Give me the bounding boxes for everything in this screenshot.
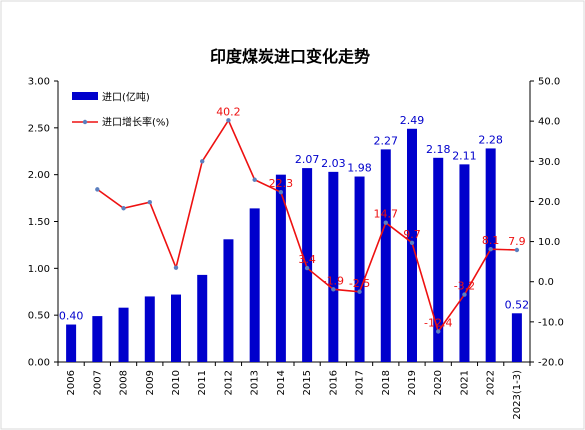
y-right-tick-label: 10.0 [538, 237, 560, 248]
bar-data-label: 2.07 [295, 153, 320, 166]
bar-data-label: 2.49 [400, 114, 425, 127]
bar-import-volume [354, 176, 365, 362]
bar-data-label: 1.98 [347, 162, 372, 175]
line-growth-rate-marker [357, 289, 362, 294]
y-left-tick-label: 0.00 [28, 358, 50, 369]
bar-import-volume [302, 168, 313, 362]
x-tick-label: 2015 [302, 370, 313, 395]
y-right-tick-label: 50.0 [538, 77, 560, 88]
line-data-label: -3.2 [454, 280, 475, 293]
y-right-tick-label: -20.0 [538, 358, 564, 369]
line-growth-rate-marker [462, 292, 467, 297]
bar-data-label: 0.52 [505, 298, 530, 311]
line-growth-rate-marker [147, 200, 152, 205]
y-left-tick-label: 0.50 [28, 311, 50, 322]
line-data-label: 3.4 [298, 253, 316, 266]
x-tick-label: 2009 [145, 370, 156, 395]
x-tick-label: 2020 [433, 370, 444, 395]
line-data-label: 9.7 [403, 228, 421, 241]
y-right-tick-label: 20.0 [538, 197, 560, 208]
y-left-tick-label: 2.00 [28, 170, 50, 181]
line-growth-rate-marker [488, 246, 493, 252]
line-data-label: 7.9 [508, 235, 526, 248]
x-tick-label: 2016 [328, 370, 339, 395]
line-growth-rate-marker [95, 187, 100, 192]
legend-label-import-volume: 进口(亿吨) [102, 91, 150, 104]
bar-data-label: 2.03 [321, 157, 346, 170]
line-data-label: 14.7 [374, 208, 399, 221]
bar-import-volume [171, 294, 181, 362]
bar-import-volume [380, 149, 391, 362]
line-data-label: 22.3 [269, 177, 294, 190]
legend-label-growth-rate: 进口增长率(%) [102, 116, 169, 129]
line-growth-rate-marker [121, 206, 126, 211]
x-tick-label: 2022 [486, 370, 497, 395]
bar-import-volume [485, 148, 496, 362]
x-tick-label: 2018 [381, 370, 392, 395]
x-tick-label: 2007 [92, 370, 103, 395]
line-growth-rate-marker [331, 287, 336, 292]
line-growth-rate-marker [200, 159, 205, 164]
x-tick-label: 2021 [459, 370, 470, 395]
chart-title: 印度煤炭进口变化走势 [210, 47, 370, 66]
bar-import-volume [92, 316, 103, 362]
bar-import-volume [459, 164, 470, 362]
x-tick-label: 2014 [276, 370, 287, 395]
bar-import-volume [66, 324, 77, 362]
bar-import-volume [144, 296, 155, 362]
bar-import-volume [118, 307, 129, 362]
bar-data-label: 2.27 [374, 134, 399, 147]
y-left-tick-label: 3.00 [28, 77, 50, 88]
line-growth-rate-marker [252, 177, 257, 182]
plot-area: 0.00 0.50 1.00 1.50 2.00 2.50 3.00 -20.0 -10.0 0.… [28, 77, 564, 420]
line-growth-rate-marker [304, 265, 310, 271]
line-growth-rate-marker [173, 265, 179, 270]
bar-import-volume [328, 171, 339, 362]
x-tick-label: 2008 [119, 370, 130, 395]
x-tick-label: 2010 [171, 370, 182, 395]
x-tick-label: 2017 [355, 370, 366, 395]
x-tick-label: 2011 [197, 370, 208, 395]
bar-import-volume [197, 274, 208, 362]
line-growth-rate-marker [409, 240, 415, 245]
y-left-tick-label: 1.50 [28, 217, 50, 228]
y-left-tick-label: 2.50 [28, 123, 50, 134]
bar-import-volume [223, 239, 234, 362]
legend-marker-growth-rate [82, 119, 88, 125]
x-tick-label: 2023(1-3) [512, 370, 523, 420]
y-right-tick-label: 30.0 [538, 157, 560, 168]
x-tick-label: 2019 [407, 370, 418, 395]
y-right-tick-label: -10.0 [538, 317, 564, 328]
line-data-label: -12.4 [424, 316, 452, 329]
x-tick-label: 2006 [66, 370, 77, 395]
y-right-tick-label: 0.0 [538, 277, 554, 288]
line-data-label: -1.9 [323, 274, 344, 287]
y-right-tick-label: 40.0 [538, 117, 560, 128]
line-growth-rate-marker [226, 118, 231, 123]
bar-data-label: 2.28 [478, 133, 503, 146]
bar-import-volume [511, 313, 522, 362]
line-growth-rate-marker [278, 189, 284, 195]
x-tick-label: 2013 [250, 370, 261, 395]
line-data-label: 8.1 [482, 234, 500, 247]
y-left-tick-label: 1.00 [28, 264, 50, 275]
line-growth-rate-marker [514, 247, 520, 253]
bar-import-volume [275, 174, 286, 362]
bar-data-label: 2.18 [426, 143, 451, 156]
bar-import-volume [249, 208, 260, 362]
x-tick-label: 2012 [223, 370, 234, 395]
legend-swatch-import-volume [72, 92, 98, 100]
line-growth-rate-marker [436, 329, 441, 334]
line-data-label: 40.2 [216, 105, 241, 118]
line-data-label: -2.5 [349, 277, 370, 290]
bar-import-volume [433, 157, 444, 362]
bar-data-label: 2.11 [452, 149, 477, 162]
bar-data-label: 0.40 [59, 310, 84, 323]
line-growth-rate-marker [383, 220, 388, 225]
